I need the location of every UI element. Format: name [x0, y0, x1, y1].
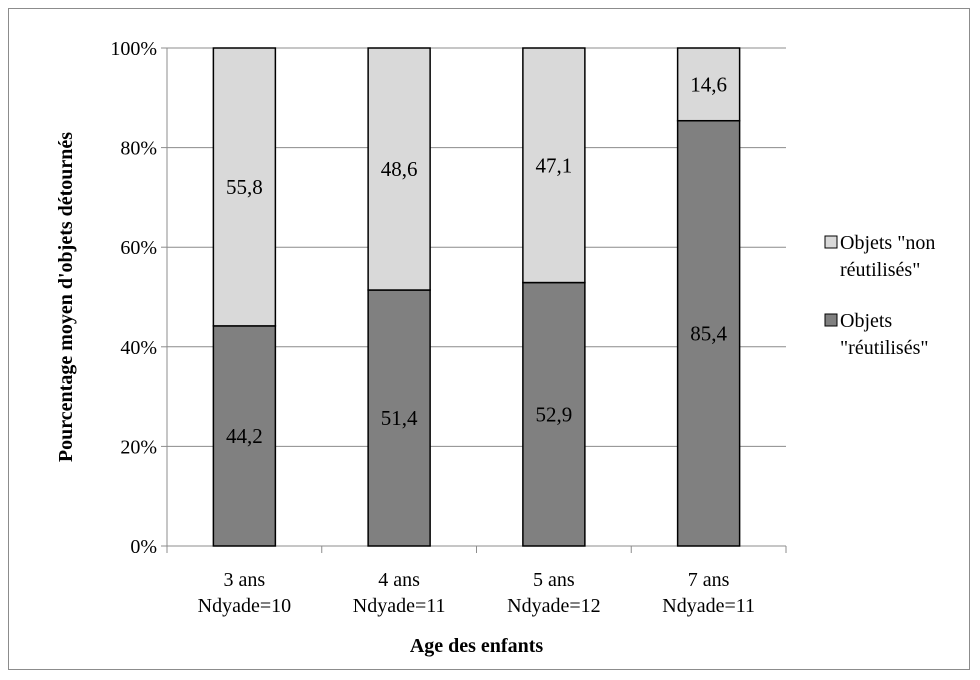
x-tick-label-n: Ndyade=12: [507, 595, 600, 617]
y-tick-label: 0%: [130, 536, 157, 558]
x-axis-title: Age des enfants: [410, 635, 544, 657]
bar-segment-non-reutilises: [522, 47, 586, 284]
chart-frame: [8, 8, 970, 670]
data-label: 44,2: [226, 424, 263, 448]
legend-label: Objets: [840, 310, 892, 332]
y-tick-label: 80%: [120, 138, 157, 160]
bar-segment-reutilises: [367, 289, 431, 547]
data-label: 85,4: [690, 321, 727, 345]
data-label: 51,4: [381, 406, 418, 430]
x-tick-label-n: Ndyade=10: [198, 595, 291, 617]
y-tick-label: 100%: [110, 38, 157, 60]
bar-segment-reutilises: [522, 281, 586, 547]
legend-label: Objets "non: [840, 232, 935, 254]
x-tick-label: 5 ans: [533, 569, 575, 591]
bar-segment-reutilises: [676, 119, 741, 547]
x-tick-label: 4 ans: [378, 569, 420, 591]
legend-swatch: [824, 235, 838, 249]
x-tick-label-n: Ndyade=11: [662, 595, 755, 617]
y-tick-label: 20%: [120, 436, 157, 458]
legend-label: "réutilisés": [840, 337, 929, 359]
x-tick-label: 3 ans: [224, 569, 266, 591]
x-tick-label-n: Ndyade=11: [353, 595, 446, 617]
legend-label: réutilisés": [840, 259, 920, 281]
data-label: 47,1: [536, 153, 573, 177]
data-label: 55,8: [226, 175, 263, 199]
bar-segment-non-reutilises: [212, 47, 277, 327]
y-axis-title: Pourcentage moyen d'objets détournés: [55, 132, 77, 462]
y-tick-label: 60%: [120, 237, 157, 259]
data-label: 48,6: [381, 157, 418, 181]
data-label: 14,6: [690, 72, 727, 96]
bar-segment-non-reutilises: [676, 47, 741, 122]
y-tick-label: 40%: [120, 337, 157, 359]
data-label: 52,9: [536, 402, 573, 426]
bar-segment-non-reutilises: [367, 47, 431, 291]
x-tick-label: 7 ans: [688, 569, 730, 591]
legend-swatch: [824, 313, 838, 327]
